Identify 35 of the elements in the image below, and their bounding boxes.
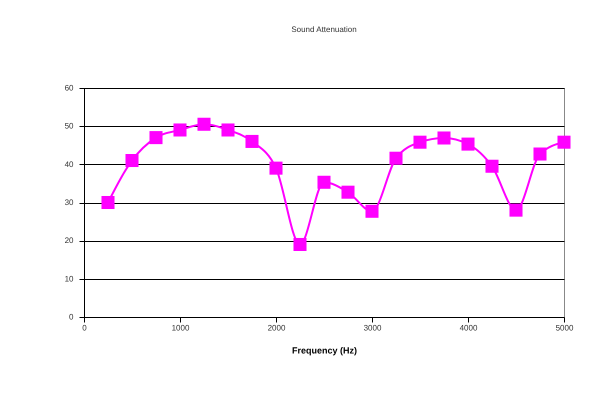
point (509, 204, 523, 217)
point (437, 131, 451, 145)
point (125, 154, 139, 168)
point (197, 118, 211, 131)
point (413, 136, 427, 149)
y-tick-label: 0 (69, 312, 74, 322)
point (365, 204, 379, 218)
y-tick-label: 60 (64, 84, 74, 92)
point (533, 148, 547, 161)
x-tick-label: 3000 (364, 324, 382, 332)
point (317, 176, 331, 189)
y-tick-label: 30 (64, 198, 74, 207)
point (221, 123, 235, 136)
x-tick-label: 5000 (556, 324, 574, 332)
x-tick-label: 4000 (460, 324, 478, 332)
y-tick-label: 10 (64, 274, 74, 284)
point (149, 131, 163, 144)
point (245, 134, 259, 148)
point (461, 138, 475, 151)
chart-title: Sound Attenuation (291, 25, 357, 34)
x-tick-label: 2000 (268, 324, 286, 332)
y-tick-label: 20 (64, 236, 74, 246)
x-tick-label: 0 (82, 324, 88, 332)
point (485, 160, 499, 173)
point (293, 238, 307, 251)
y-tick-label: 40 (64, 160, 74, 169)
point (101, 196, 115, 210)
point (341, 186, 355, 199)
point (557, 136, 571, 149)
y-tick-label: 50 (64, 122, 74, 131)
point (269, 162, 283, 175)
x-tick-label: 1000 (172, 324, 190, 332)
point (389, 152, 403, 165)
point (173, 123, 187, 136)
x-axis-title: Frequency (Hz) (292, 346, 358, 356)
